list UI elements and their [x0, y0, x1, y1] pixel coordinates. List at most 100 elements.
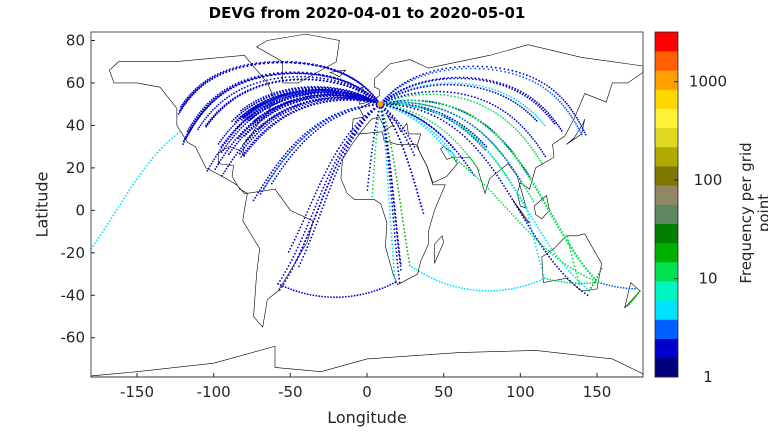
track-point	[357, 95, 360, 97]
track-point	[274, 177, 276, 180]
track-point	[446, 115, 449, 118]
track-point	[372, 176, 375, 179]
track-point	[288, 101, 290, 104]
track-point	[465, 127, 468, 130]
track-point	[505, 93, 508, 96]
track-point	[327, 66, 330, 69]
track-point	[348, 97, 351, 100]
track-point	[459, 131, 461, 134]
track-point	[320, 91, 323, 93]
track-point	[443, 83, 445, 86]
track-point	[306, 211, 309, 213]
track-point	[542, 273, 545, 276]
track-point	[239, 138, 242, 141]
track-point	[393, 266, 395, 269]
track-point	[448, 141, 450, 144]
track-point	[359, 293, 362, 296]
track-point	[337, 80, 340, 83]
track-point	[296, 95, 299, 98]
track-point	[391, 103, 393, 106]
track-point	[562, 234, 564, 237]
track-point	[336, 78, 339, 81]
track-point	[628, 287, 631, 290]
track-point	[261, 107, 264, 110]
track-point	[525, 284, 527, 287]
track-point	[206, 81, 209, 83]
track-point	[296, 98, 298, 100]
track-point	[202, 120, 205, 123]
track-point	[485, 148, 488, 151]
track-point	[449, 153, 451, 156]
track-point	[549, 114, 551, 116]
track-point	[528, 144, 531, 147]
track-point	[343, 152, 346, 155]
track-point	[354, 108, 357, 111]
track-point	[182, 105, 185, 108]
track-point	[279, 280, 281, 282]
track-point	[156, 151, 159, 154]
track-point	[310, 101, 313, 104]
track-point	[265, 128, 268, 130]
track-point	[373, 161, 376, 163]
track-point	[573, 252, 576, 255]
track-point	[236, 137, 239, 139]
track-point	[519, 92, 521, 94]
track-point	[463, 65, 465, 68]
track-point	[307, 233, 309, 236]
track-point	[236, 66, 238, 68]
track-point	[295, 61, 298, 63]
track-point	[579, 123, 582, 125]
track-point	[469, 288, 472, 291]
track-point	[489, 153, 492, 156]
track-point	[489, 81, 492, 83]
track-point	[313, 127, 315, 130]
track-point	[190, 127, 193, 130]
track-point	[476, 177, 479, 180]
track-point	[557, 280, 560, 283]
track-point	[437, 102, 440, 105]
track-point	[130, 186, 133, 189]
track-point	[489, 140, 492, 142]
track-point	[389, 283, 392, 286]
track-point	[518, 132, 521, 135]
track-point	[528, 283, 530, 286]
track-point	[391, 247, 394, 250]
track-point	[299, 90, 302, 93]
track-point	[394, 277, 396, 280]
track-point	[426, 126, 429, 128]
track-point	[220, 138, 223, 141]
track-point	[252, 116, 255, 118]
track-point	[461, 124, 463, 126]
track-point	[516, 206, 518, 209]
track-point	[422, 212, 425, 215]
track-point	[549, 278, 552, 281]
track-point	[339, 162, 342, 165]
track-point	[461, 127, 464, 129]
track-point	[481, 144, 483, 147]
track-point	[293, 96, 295, 99]
track-point	[326, 97, 329, 100]
track-point	[386, 171, 389, 174]
coastlines	[90, 33, 644, 378]
track-point	[409, 145, 411, 148]
track-point	[291, 268, 294, 270]
track-point	[252, 122, 254, 125]
track-point	[464, 162, 467, 164]
track-point	[276, 119, 279, 122]
track-point	[313, 73, 316, 76]
track-point	[303, 94, 305, 96]
track-point	[487, 188, 490, 191]
track-point	[210, 110, 213, 113]
track-point	[268, 122, 271, 124]
track-point	[314, 125, 316, 127]
track-point	[313, 91, 316, 94]
flight-tracks	[90, 60, 641, 307]
track-point	[368, 291, 370, 294]
track-point	[330, 184, 332, 187]
track-point	[283, 99, 286, 101]
track-point	[447, 117, 450, 120]
track-point	[251, 62, 254, 65]
track-point	[521, 93, 524, 96]
track-point	[214, 114, 217, 117]
track-point	[460, 77, 463, 80]
